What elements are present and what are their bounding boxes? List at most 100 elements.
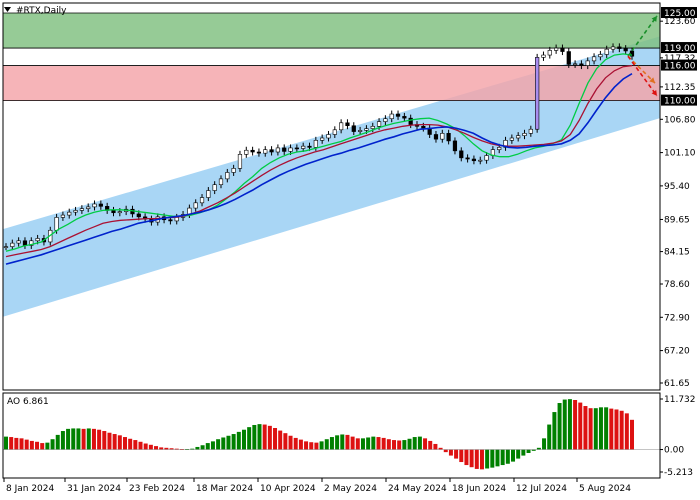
candle-body	[332, 129, 337, 135]
price-label: 110.00	[664, 97, 696, 107]
candle-body	[168, 219, 173, 222]
forecast-arrow-down-head	[651, 89, 657, 96]
candle-body	[497, 147, 502, 150]
ao-bar	[376, 437, 381, 450]
candle-body	[345, 122, 350, 127]
ao-bar	[454, 449, 459, 459]
ao-bar	[474, 449, 479, 469]
time-label: 23 Feb 2024	[129, 484, 185, 494]
candle-body	[617, 46, 622, 49]
ao-bar	[392, 440, 397, 450]
candle-body	[471, 158, 477, 162]
ao-bar	[122, 437, 127, 450]
ao-bar	[200, 445, 205, 450]
ao-bar	[195, 446, 200, 450]
price-label: 84.15	[664, 248, 690, 258]
candle-body	[98, 203, 103, 207]
candle-body	[604, 48, 609, 55]
ao-axis: 11.732 0.00 -5.213	[660, 395, 696, 478]
time-label: 18 Mar 2024	[196, 484, 253, 494]
candle-body	[395, 113, 401, 117]
ao-bar	[593, 408, 598, 450]
ao-bar	[459, 449, 464, 463]
ao-bar	[309, 442, 314, 450]
ao-bar	[236, 431, 241, 450]
candle-body	[389, 113, 394, 120]
ao-bar	[443, 449, 448, 453]
candle-body	[54, 217, 59, 231]
price-label-box	[661, 42, 697, 54]
ao-bar	[278, 430, 283, 450]
ao-bar	[578, 402, 583, 450]
ao-bar	[407, 438, 412, 450]
candle-body	[206, 190, 211, 198]
ao-bar	[19, 438, 24, 450]
ao-bar	[562, 399, 567, 450]
price-label: 89.65	[664, 215, 690, 225]
candle-body	[402, 116, 407, 119]
price-label: 61.65	[664, 379, 690, 389]
ao-bar	[329, 437, 334, 450]
ao-bar	[604, 407, 609, 450]
forecast-arrow-mid-head	[649, 77, 655, 84]
candle-body	[294, 147, 299, 150]
ao-bar	[397, 440, 402, 450]
candle-body	[136, 213, 141, 218]
time-label: 18 Jun 2024	[452, 484, 506, 494]
candle-body	[193, 202, 198, 209]
ao-bar	[511, 449, 516, 462]
dropdown-icon[interactable]	[4, 7, 11, 12]
price-label: 95.40	[664, 182, 690, 192]
candle-body	[288, 147, 293, 152]
price-label: 72.90	[664, 313, 690, 323]
ao-bar	[360, 438, 365, 450]
price-label: 119.00	[664, 44, 696, 54]
ao-bar	[495, 449, 500, 467]
ao-bar	[273, 428, 278, 450]
titles: #RTX,Daily AO 6.861	[4, 6, 67, 407]
ao-bar	[417, 436, 422, 450]
ao-bar	[340, 434, 345, 450]
candle-body	[509, 137, 514, 141]
ao-bar	[335, 435, 340, 450]
candle-body	[408, 117, 413, 125]
candle-body	[484, 155, 489, 161]
ao-bar	[490, 449, 495, 468]
ao-bar	[402, 440, 407, 450]
candle-body	[383, 118, 388, 122]
price-label-box	[661, 7, 697, 18]
ao-bar	[536, 447, 541, 450]
candle-body	[111, 210, 116, 214]
candle-body	[566, 51, 571, 65]
candle-body	[218, 178, 224, 186]
ao-label: -5.213	[664, 468, 693, 478]
ao-bar	[464, 449, 469, 466]
ao-label: 11.732	[664, 395, 696, 405]
candle-body	[263, 149, 268, 154]
ao-bar	[288, 435, 293, 450]
ao-bar	[174, 448, 179, 450]
price-label: 117.32	[664, 54, 696, 64]
ao-bar	[381, 437, 386, 450]
candle-body	[623, 48, 628, 52]
ao-panel	[3, 399, 660, 470]
ao-bar	[262, 424, 267, 450]
candle-body	[10, 242, 15, 247]
ao-bar	[366, 437, 371, 450]
candle-body	[560, 47, 565, 52]
candle-body	[326, 134, 331, 139]
candle-body	[86, 206, 91, 209]
forecast-arrow-up-line	[627, 15, 658, 57]
chart-title: #RTX,Daily	[16, 6, 67, 16]
candle-body	[117, 211, 122, 214]
candle-body	[364, 128, 369, 131]
time-label: 10 Apr 2024	[260, 484, 316, 494]
price-label-box	[661, 94, 697, 106]
candle-body	[547, 50, 552, 56]
ao-bar	[112, 434, 117, 450]
ao-bar	[247, 427, 252, 450]
candle-body	[459, 150, 464, 159]
ao-bar	[485, 449, 490, 469]
ao-bar	[226, 435, 231, 450]
